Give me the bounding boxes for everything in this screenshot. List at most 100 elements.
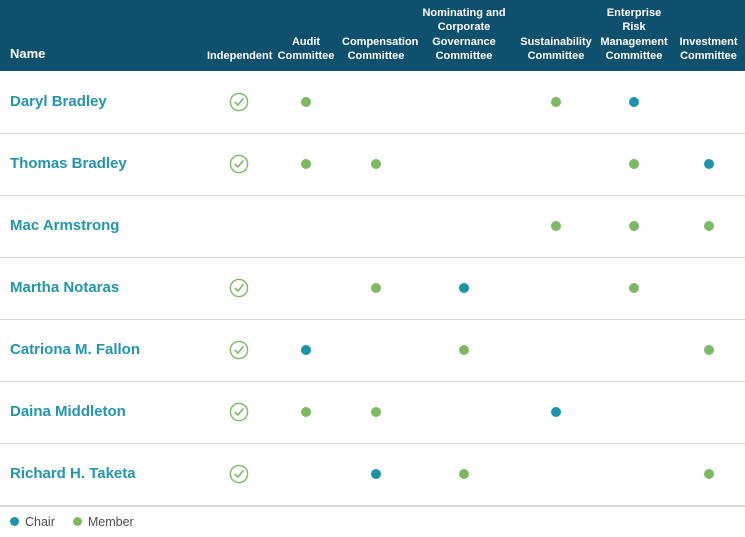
legend-item-member: Member [72, 514, 134, 529]
independent-cell [205, 443, 272, 506]
member-dot-icon [629, 158, 639, 169]
investment-cell [672, 71, 745, 134]
independent-check-icon [229, 464, 248, 484]
committee-composition-table: Name Independent Audit Committee Compens… [0, 0, 745, 506]
chair-dot-icon [459, 282, 469, 293]
table-row: Mac Armstrong [0, 195, 745, 258]
independent-check-icon [229, 154, 248, 174]
legend-member-label: Member [87, 514, 134, 529]
independent-cell [205, 319, 272, 382]
enterprise-risk-cell [596, 71, 672, 134]
independent-check-icon [229, 402, 248, 422]
director-name-link[interactable]: Catriona M. Fallon [10, 341, 141, 359]
nominating-cell [412, 443, 516, 506]
director-name-link[interactable]: Daryl Bradley [10, 92, 107, 110]
sustainability-cell [516, 133, 596, 196]
nominating-cell [412, 195, 516, 258]
investment-cell [672, 443, 745, 506]
member-dot-icon [301, 158, 311, 169]
audit-cell [272, 133, 340, 196]
compensation-cell [340, 257, 412, 320]
table-header: Name Independent Audit Committee Compens… [0, 0, 745, 72]
sustainability-cell [516, 257, 596, 320]
member-dot-icon [551, 220, 561, 231]
director-name-cell: Thomas Bradley [0, 133, 205, 196]
enterprise-risk-cell [596, 381, 672, 444]
director-name-link[interactable]: Thomas Bradley [10, 155, 127, 173]
member-dot-icon [459, 344, 469, 355]
enterprise-risk-cell [596, 257, 672, 320]
table-row: Martha Notaras [0, 257, 745, 320]
column-header-sustainability-committee: Sustainability Committee [516, 0, 596, 72]
table-row: Thomas Bradley [0, 133, 745, 196]
table-row: Daina Middleton [0, 381, 745, 444]
audit-cell [272, 443, 340, 506]
compensation-cell [340, 443, 412, 506]
member-dot-icon [301, 406, 311, 417]
investment-cell [672, 257, 745, 320]
member-dot-icon [301, 96, 311, 107]
audit-cell [272, 195, 340, 258]
director-name-link[interactable]: Richard H. Taketa [10, 465, 136, 483]
sustainability-cell [516, 319, 596, 382]
audit-cell [272, 71, 340, 134]
legend-item-chair: Chair [10, 515, 55, 529]
member-dot-icon [629, 282, 639, 293]
investment-cell [672, 195, 745, 258]
chair-dot-icon [371, 468, 381, 479]
investment-cell [672, 319, 745, 382]
director-name-cell: Catriona M. Fallon [0, 319, 205, 382]
member-dot-icon [459, 468, 469, 479]
nominating-cell [412, 257, 516, 320]
column-header-nominating-governance-committee: Nominating and Corporate Governance Comm… [412, 0, 516, 72]
nominating-cell [412, 71, 516, 134]
chair-dot-icon [10, 517, 19, 527]
sustainability-cell [516, 195, 596, 258]
director-name-cell: Martha Notaras [0, 257, 205, 320]
nominating-cell [412, 381, 516, 444]
member-dot-icon [629, 220, 639, 231]
audit-cell [272, 381, 340, 444]
independent-check-icon [229, 340, 248, 360]
chair-dot-icon [301, 344, 311, 355]
investment-cell [672, 133, 745, 196]
director-name-cell: Daina Middleton [0, 381, 205, 444]
enterprise-risk-cell [596, 195, 672, 258]
chair-dot-icon [629, 96, 639, 107]
audit-cell [272, 319, 340, 382]
enterprise-risk-cell [596, 319, 672, 382]
column-header-audit-committee: Audit Committee [272, 0, 340, 72]
table-row: Catriona M. Fallon [0, 319, 745, 382]
compensation-cell [340, 133, 412, 196]
independent-cell [205, 71, 272, 134]
member-dot-icon [703, 468, 714, 479]
independent-cell [205, 257, 272, 320]
nominating-cell [412, 133, 516, 196]
nominating-cell [412, 319, 516, 382]
director-name-cell: Richard H. Taketa [0, 443, 205, 506]
enterprise-risk-cell [596, 443, 672, 506]
column-header-enterprise-risk-committee: Enterprise Risk Management Committee [596, 0, 672, 72]
sustainability-cell [516, 381, 596, 444]
chair-dot-icon [551, 406, 561, 417]
sustainability-cell [516, 71, 596, 134]
member-dot-icon [371, 406, 381, 417]
director-name-link[interactable]: Mac Armstrong [10, 217, 120, 235]
director-name-cell: Mac Armstrong [0, 195, 205, 258]
compensation-cell [340, 195, 412, 258]
member-dot-icon [371, 282, 381, 293]
member-dot-icon [371, 158, 381, 169]
column-header-independent: Independent [205, 0, 272, 72]
column-header-investment-committee: Investment Committee [672, 0, 745, 72]
independent-check-icon [229, 92, 248, 112]
member-dot-icon [703, 344, 714, 355]
compensation-cell [340, 381, 412, 444]
legend-chair-label: Chair [25, 514, 55, 529]
independent-cell [205, 133, 272, 196]
member-dot-icon [703, 220, 714, 231]
director-name-link[interactable]: Martha Notaras [10, 279, 120, 297]
table-row: Richard H. Taketa [0, 443, 745, 506]
table-body: Daryl Bradley Thomas Bradley Mac Armstrong… [0, 71, 745, 506]
audit-cell [272, 257, 340, 320]
director-name-link[interactable]: Daina Middleton [10, 403, 126, 421]
